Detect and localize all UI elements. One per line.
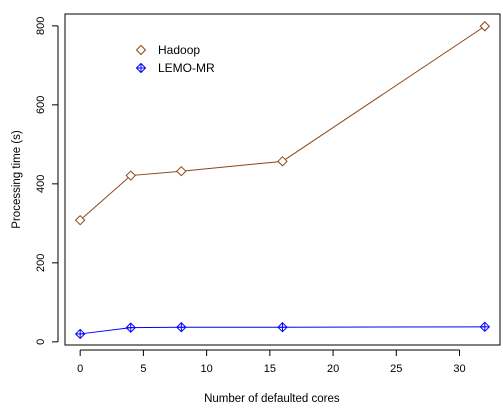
data-point [74,328,86,340]
x-tick-label: 30 [453,363,465,375]
axes: 0 5 10 15 20 25 30 0 200 400 600 800 [35,17,466,375]
y-tick-label: 0 [35,339,47,345]
data-point [479,21,491,32]
legend-label: Hadoop [158,43,200,57]
x-tick-label: 0 [77,363,83,375]
x-tick-label: 10 [201,363,213,375]
plot-frame [64,13,501,346]
data-point [277,156,288,167]
series-hadoop [74,21,491,226]
data-point [125,170,136,181]
x-tick-label: 5 [140,363,146,375]
data-point [176,322,187,333]
data-point [125,322,136,333]
y-axis-title: Processing time (s) [11,130,23,229]
data-point [277,322,288,333]
x-axis-title: Number of defaulted cores [204,393,340,405]
data-series [74,21,491,340]
x-tick-label: 15 [264,363,276,375]
data-point [176,165,187,177]
series-lemo-mr [74,321,491,340]
legend-item: Hadoop [135,43,200,57]
legend-label: LEMO-MR [158,61,215,75]
plot-border [64,13,501,346]
legend: Hadoop LEMO-MR [135,43,215,75]
y-tick-label: 600 [35,96,47,114]
legend-marker [135,62,147,74]
data-point [479,321,491,333]
data-point [74,214,86,226]
x-tick-label: 20 [327,363,339,375]
x-tick-label: 25 [390,363,402,375]
y-tick-label: 800 [35,17,47,35]
legend-marker [135,44,147,56]
y-tick-label: 200 [35,254,47,272]
y-tick-label: 400 [35,175,47,193]
legend-item: LEMO-MR [135,61,215,75]
